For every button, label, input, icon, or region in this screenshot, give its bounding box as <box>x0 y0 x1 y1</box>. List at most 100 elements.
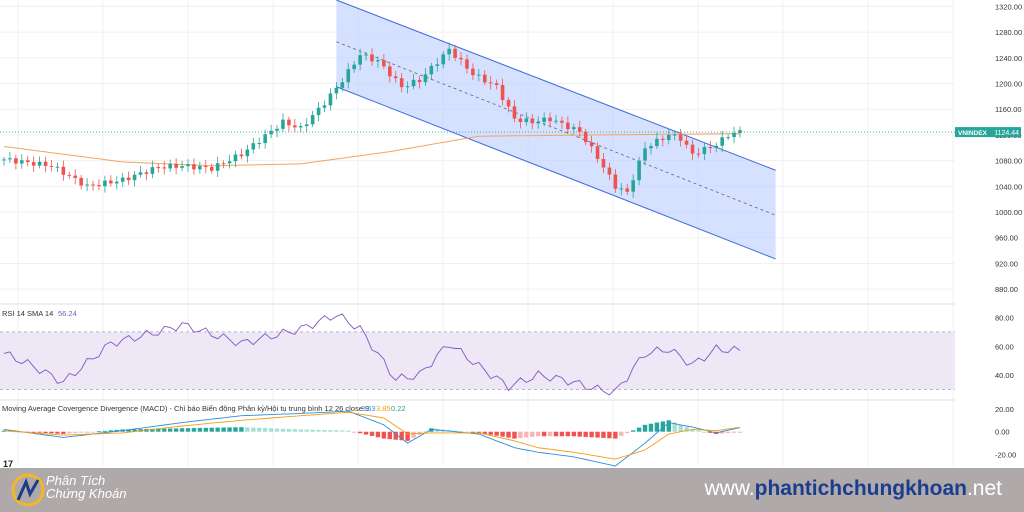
candle-body <box>554 120 558 122</box>
channel-middle-line <box>336 41 776 216</box>
candle-body <box>2 159 6 161</box>
candle-body <box>560 120 564 123</box>
macd-histogram-bar <box>310 429 315 432</box>
candle-body <box>221 163 226 165</box>
macd-histogram-bar <box>102 430 108 432</box>
macd-tick-label: -20.00 <box>995 451 1016 460</box>
price-chart[interactable]: 1320.001280.001240.001200.001160.001120.… <box>0 0 1024 468</box>
price-tick-label: 1000.00 <box>995 208 1022 217</box>
macd-histogram-bar <box>553 431 559 437</box>
macd-histogram-bar <box>589 431 594 438</box>
macd-histogram-bar <box>725 431 731 433</box>
candle-body <box>393 76 398 79</box>
footer-banner <box>0 468 1024 512</box>
macd-histogram-bar <box>690 429 695 432</box>
rsi-band <box>0 331 955 390</box>
macd-histogram-bar <box>423 431 428 433</box>
candle-body <box>49 165 54 167</box>
candle-body <box>103 180 107 187</box>
candle-body <box>215 163 220 171</box>
candle-body <box>168 163 172 169</box>
candle-body <box>25 160 30 162</box>
signal-line <box>3 411 741 460</box>
macd-histogram-bar <box>595 431 600 438</box>
candle-body <box>287 119 291 126</box>
macd-histogram-bar <box>672 422 677 432</box>
candle-body <box>506 100 511 107</box>
candle-body <box>708 146 713 148</box>
macd-histogram-bar <box>96 431 102 433</box>
macd-histogram-bar <box>696 430 701 432</box>
rsi-tick-label: 60.00 <box>995 342 1014 351</box>
candle-body <box>536 121 540 124</box>
candle-body <box>114 181 119 184</box>
macd-histogram-bar <box>262 428 268 432</box>
candle-body <box>512 106 517 119</box>
macd-histogram-bar <box>292 429 298 432</box>
candle-body <box>447 48 451 55</box>
price-tick-label: 920.00 <box>995 259 1018 268</box>
macd-histogram-bar <box>185 428 191 432</box>
candle-body <box>655 138 659 147</box>
macd-histogram-bar <box>619 431 624 436</box>
brand-logo-icon <box>11 473 45 507</box>
candle-body <box>524 118 529 123</box>
macd-histogram-bar <box>257 427 262 432</box>
candle-body <box>672 134 677 136</box>
macd-histogram-bar <box>191 428 197 432</box>
candle-body <box>637 160 641 181</box>
macd-histogram-bar <box>298 429 303 432</box>
macd-histogram-bar <box>233 427 238 432</box>
candle-body <box>239 154 244 157</box>
macd-histogram-bar <box>476 431 482 433</box>
candle-body <box>310 115 315 125</box>
macd-histogram-bar <box>375 431 381 438</box>
sma-line <box>3 133 740 167</box>
candle-body <box>435 64 440 66</box>
macd-histogram-bar <box>162 428 167 432</box>
candle-body <box>453 48 457 58</box>
website-url[interactable]: www.phantichchungkhoan.net <box>704 477 1002 501</box>
url-prefix: www. <box>704 477 755 500</box>
candle-body <box>482 74 487 83</box>
price-tick-label: 960.00 <box>995 234 1018 243</box>
candle-body <box>37 161 42 166</box>
brand-line-1: Phân Tích <box>46 473 106 488</box>
candle-body <box>233 154 238 162</box>
macd-histogram-bar <box>524 431 529 438</box>
rsi-tick-label: 40.00 <box>995 371 1014 380</box>
macd-histogram-bar <box>518 431 523 438</box>
rsi-title: RSI 14 SMA 14 <box>2 309 53 318</box>
price-tick-label: 1320.00 <box>995 2 1022 11</box>
candle-body <box>405 86 410 88</box>
candle-body <box>696 153 701 155</box>
macd-histogram-bar <box>114 429 119 432</box>
macd-histogram-bar <box>84 431 90 433</box>
candle-body <box>281 119 285 129</box>
candle-body <box>714 145 719 148</box>
price-tick-label: 1240.00 <box>995 54 1022 63</box>
macd-histogram-bar <box>322 430 327 432</box>
candle-body <box>198 166 202 170</box>
macd-histogram-bar <box>512 431 517 439</box>
macd-histogram-bar <box>227 427 232 432</box>
macd-histogram-bar <box>535 431 541 437</box>
candle-body <box>631 180 635 192</box>
macd-histogram-bar <box>393 431 398 440</box>
macd-histogram-bar <box>719 431 725 434</box>
macd-histogram-bar <box>369 431 375 436</box>
candle-body <box>577 127 582 132</box>
candle-body <box>293 125 297 128</box>
macd-tick-label: 0.00 <box>995 428 1010 437</box>
macd-histogram-bar <box>702 431 707 433</box>
last-value-tag <box>955 127 1021 138</box>
candle-body <box>20 160 24 164</box>
macd-histogram-bar <box>1 430 7 432</box>
candle-body <box>67 174 72 176</box>
candle-body <box>429 65 434 75</box>
macd-histogram-bar <box>274 428 280 432</box>
macd-histogram-bar <box>78 431 84 433</box>
candle-body <box>465 59 469 69</box>
macd-histogram-bar <box>470 431 476 433</box>
candle-body <box>376 60 380 62</box>
